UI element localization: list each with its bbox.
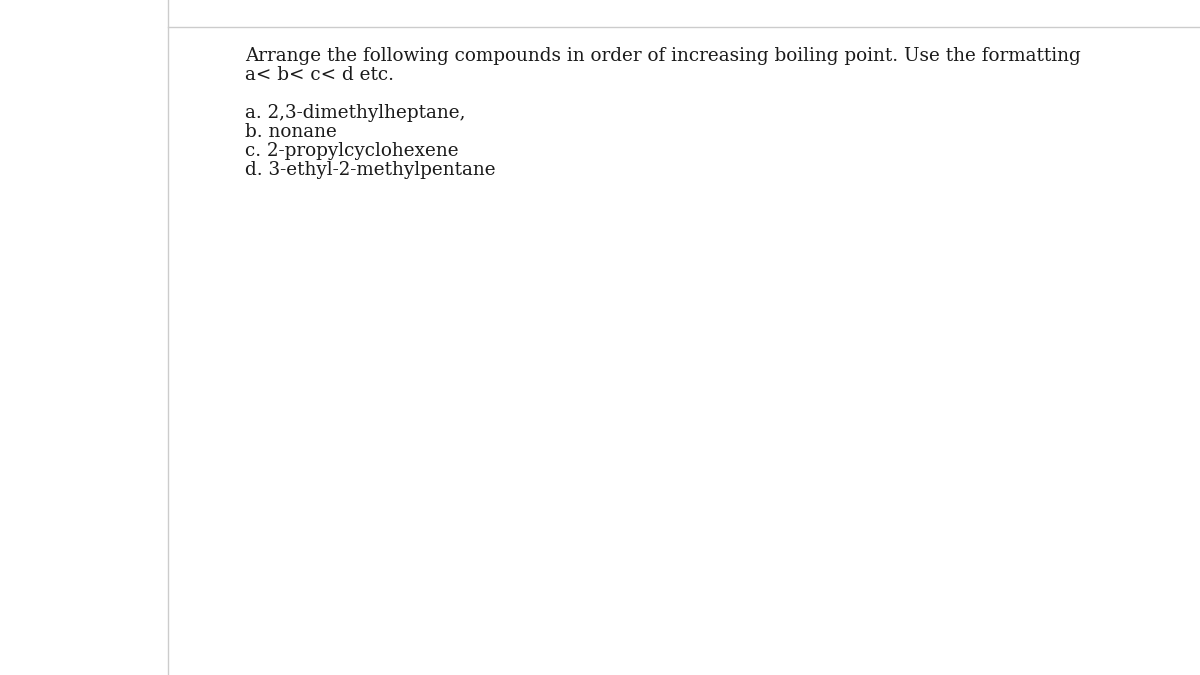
Text: Arrange the following compounds in order of increasing boiling point. Use the fo: Arrange the following compounds in order…	[245, 47, 1081, 65]
Text: a< b< c< d etc.: a< b< c< d etc.	[245, 66, 394, 84]
Text: d. 3-ethyl-2-methylpentane: d. 3-ethyl-2-methylpentane	[245, 161, 496, 179]
Text: b. nonane: b. nonane	[245, 123, 337, 141]
Text: a. 2,3-dimethylheptane,: a. 2,3-dimethylheptane,	[245, 104, 466, 122]
Text: c. 2-propylcyclohexene: c. 2-propylcyclohexene	[245, 142, 458, 160]
